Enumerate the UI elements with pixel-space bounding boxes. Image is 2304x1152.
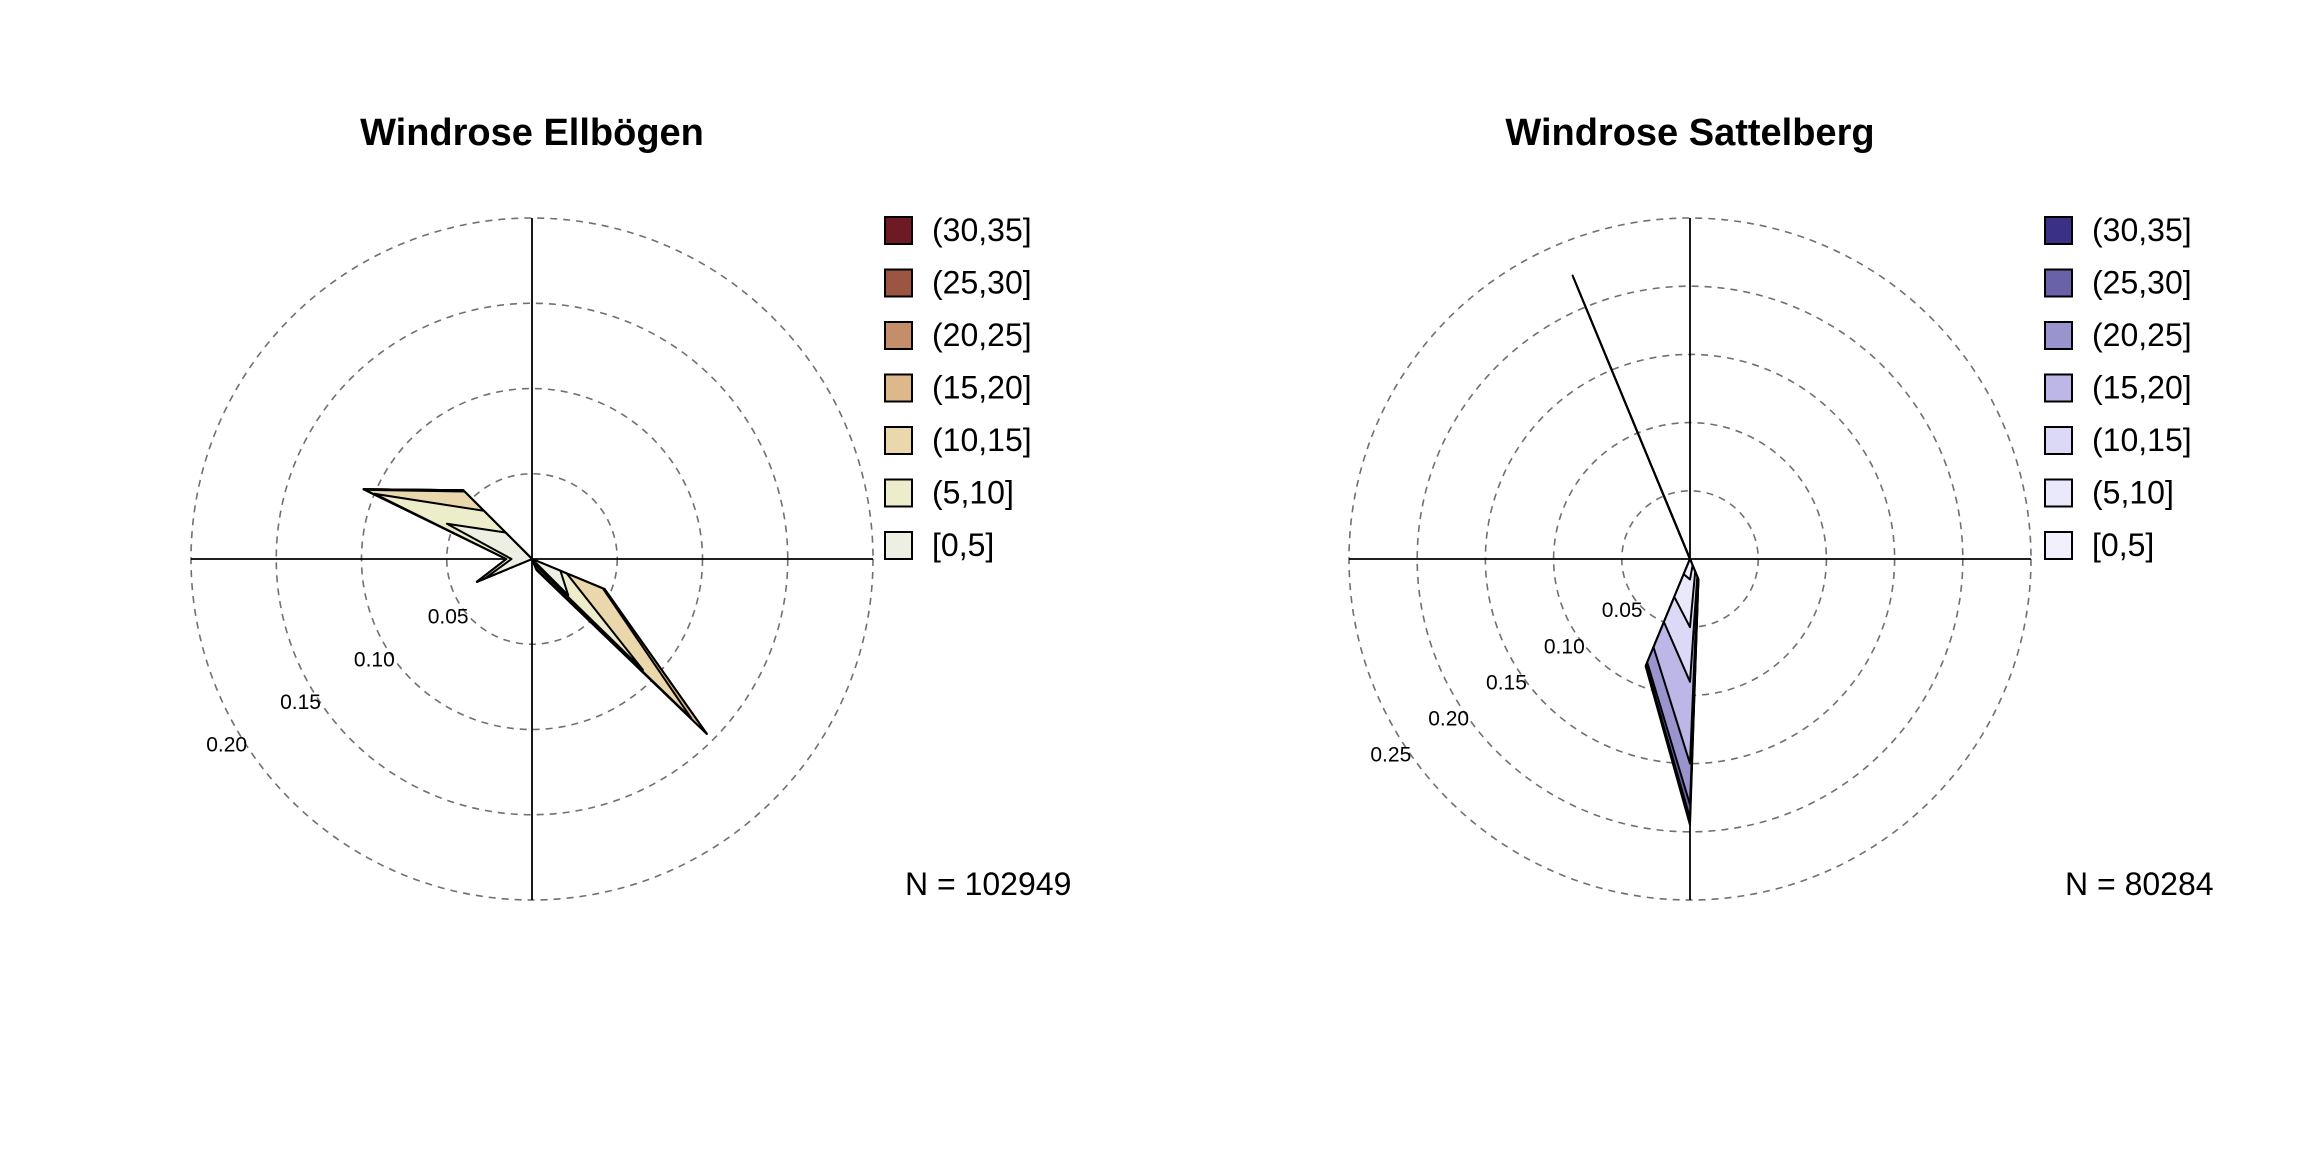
legend-swatch [884,373,913,403]
legend-swatch [884,216,913,245]
legend-label: (10,15] [932,422,1032,458]
petal-10-15 [364,488,693,720]
ring-label: 0.05 [1602,599,1643,622]
ring-label: 0.10 [354,648,395,671]
legend-swatch [2044,216,2073,245]
petal-20-25 [362,488,708,735]
legend-label: [0,5] [2092,527,2154,563]
legend-swatch [2044,478,2073,508]
ring-label: 0.15 [280,691,321,714]
legend-label: (25,30] [2092,265,2192,301]
legend-label: (15,20] [2092,370,2192,406]
petal-5-10 [373,492,644,671]
legend-label: (15,20] [932,370,1032,406]
legend-swatch [884,478,913,508]
petal-0-5 [1682,551,1694,581]
petal-0-5 [445,522,570,597]
legend-swatch [2044,268,2073,298]
ring-label: 0.20 [206,734,247,757]
legend-label: (10,15] [2092,422,2192,458]
legend-label: (5,10] [2092,475,2174,511]
ring-label: 0.05 [428,606,469,629]
petal-25-30 [362,488,708,735]
ring-label: 0.15 [1486,671,1527,694]
legend-label: [0,5] [932,527,994,563]
legend-swatch [884,426,913,455]
ring-label: 0.20 [1428,708,1469,731]
legend-label: (20,25] [932,317,1032,353]
chart-title: Windrose Ellbögen [360,112,704,154]
legend-label: (30,35] [2092,212,2192,248]
windrose-panel-2: Windrose Sattelberg 0.05 0.10 0.15 0.20 0.25 (… [1348,112,2214,902]
legend-swatch [2044,373,2073,403]
windrose-panel-1: Windrose Ellbögen 0.05 0.10 0.15 0.20 (30,35]… [190,112,1071,902]
legend-swatch [2044,531,2073,560]
legend-swatch [2044,426,2073,455]
legend-label: (5,10] [932,475,1014,511]
sample-count-label: N = 80284 [2065,866,2214,902]
legend-label: (30,35] [932,212,1032,248]
legend-label: (25,30] [932,265,1032,301]
petal-5-10 [1657,482,1697,629]
sample-count-label: N = 102949 [905,866,1071,902]
chart-title: Windrose Sattelberg [1505,112,1874,154]
petal-10-15 [1648,459,1699,683]
legend-swatch [884,321,913,350]
ring-label: 0.25 [1370,744,1411,767]
legend-swatch [884,531,913,560]
petal-15-20 [362,488,708,735]
legend-swatch [884,268,913,298]
petal-30-35 [362,488,708,735]
legend-label: (20,25] [2092,317,2192,353]
ring-label: 0.10 [1544,635,1585,658]
legend-swatch [2044,321,2073,350]
